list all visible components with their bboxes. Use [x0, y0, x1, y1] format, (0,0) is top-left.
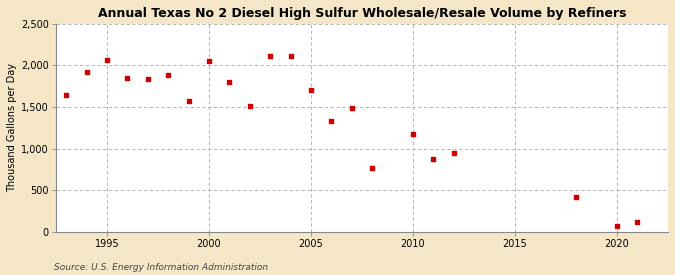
Point	[183, 99, 194, 103]
Point	[346, 106, 357, 110]
Point	[142, 77, 153, 81]
Point	[612, 223, 622, 228]
Point	[571, 195, 582, 200]
Point	[204, 59, 215, 64]
Point	[61, 92, 72, 97]
Point	[408, 132, 418, 136]
Point	[428, 157, 439, 162]
Title: Annual Texas No 2 Diesel High Sulfur Wholesale/Resale Volume by Refiners: Annual Texas No 2 Diesel High Sulfur Who…	[98, 7, 626, 20]
Point	[306, 88, 317, 93]
Point	[367, 166, 377, 170]
Point	[122, 75, 133, 80]
Point	[101, 58, 112, 63]
Point	[448, 151, 459, 155]
Point	[632, 220, 643, 224]
Point	[326, 119, 337, 123]
Point	[265, 54, 275, 59]
Y-axis label: Thousand Gallons per Day: Thousand Gallons per Day	[7, 63, 17, 192]
Point	[163, 73, 173, 78]
Point	[244, 104, 255, 108]
Text: Source: U.S. Energy Information Administration: Source: U.S. Energy Information Administ…	[54, 263, 268, 272]
Point	[81, 70, 92, 74]
Point	[224, 80, 235, 84]
Point	[285, 54, 296, 59]
